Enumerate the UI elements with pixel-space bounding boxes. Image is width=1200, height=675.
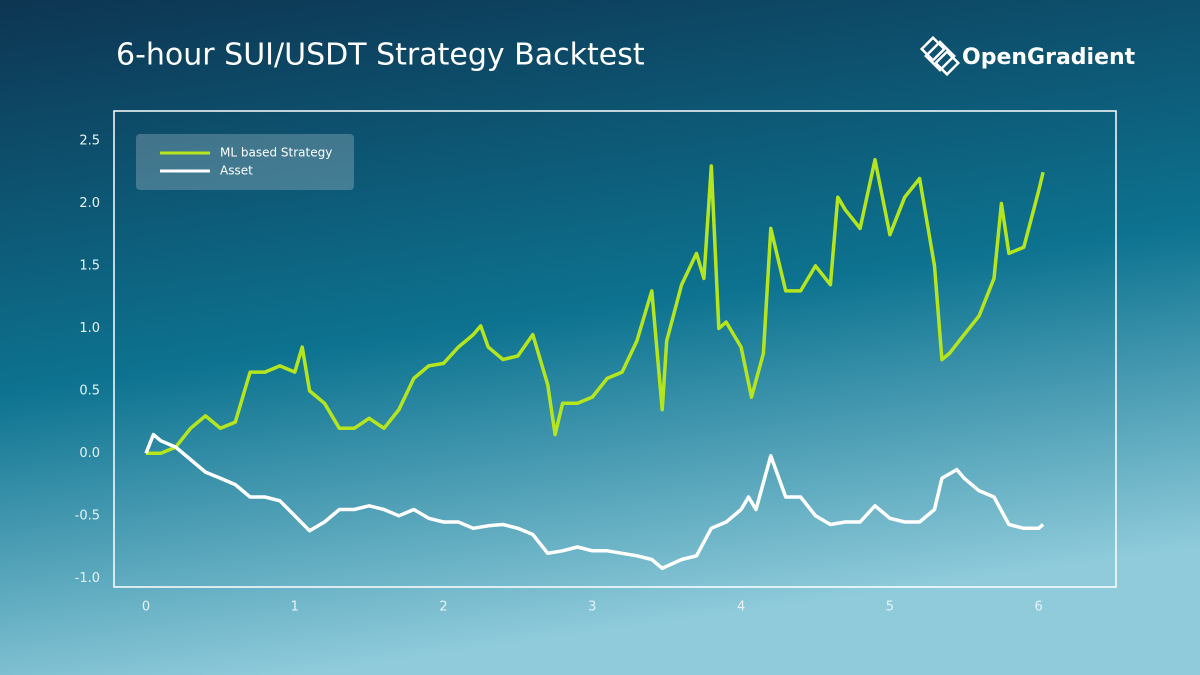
x-tick-label: 2 — [439, 600, 447, 615]
x-tick-label: 1 — [291, 600, 299, 615]
x-tick-label: 0 — [142, 600, 150, 615]
brand-name: OpenGradient — [962, 45, 1136, 70]
y-tick-label: 0.0 — [79, 446, 100, 461]
x-tick-label: 3 — [588, 600, 596, 615]
x-tick-label: 4 — [737, 600, 745, 615]
series-line — [146, 157, 1045, 456]
y-tick-label: 0.5 — [79, 383, 100, 398]
y-tick-label: 1.5 — [79, 258, 100, 273]
plot-frame — [113, 110, 1117, 588]
y-tick-label: -0.5 — [75, 508, 100, 523]
legend-label: Asset — [220, 164, 253, 178]
x-tick-label: 5 — [886, 600, 894, 615]
y-tick-label: 1.0 — [79, 321, 100, 336]
y-tick-label: 2.5 — [79, 133, 100, 148]
y-tick-label: -1.0 — [75, 571, 100, 586]
x-tick-label: 6 — [1034, 600, 1042, 615]
chart-title: 6-hour SUI/USDT Strategy Backtest — [116, 38, 645, 73]
logo — [919, 35, 961, 77]
y-tick-label: 2.0 — [79, 196, 100, 211]
legend-box — [136, 134, 354, 190]
series-line — [144, 432, 1045, 571]
legend-label: ML based Strategy — [220, 146, 332, 160]
